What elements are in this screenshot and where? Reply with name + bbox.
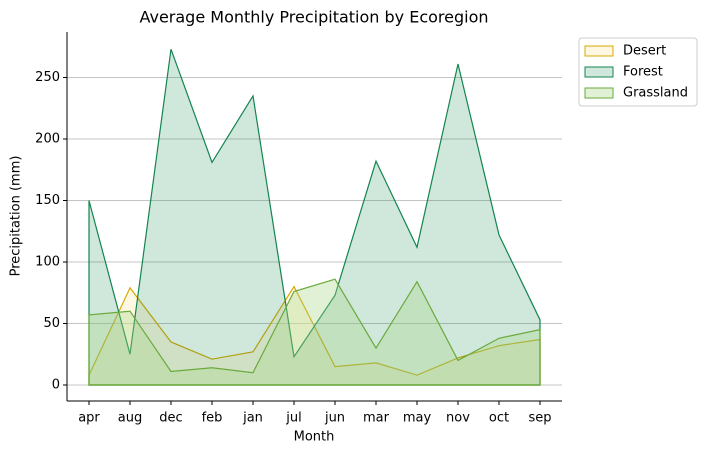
y-tick-label: 150 <box>35 193 60 208</box>
legend-box <box>578 37 698 107</box>
x-axis-label: Month <box>294 430 335 445</box>
x-tick-label: jul <box>285 411 301 426</box>
y-axis-label: Precipitation (mm) <box>9 156 24 277</box>
x-tick-label: aug <box>118 411 142 426</box>
legend-swatch <box>584 87 614 99</box>
y-tick-label: 200 <box>35 132 60 147</box>
chart-title: Average Monthly Precipitation by Ecoregi… <box>139 8 488 27</box>
y-tick-label: 50 <box>43 316 60 331</box>
x-tick-label: oct <box>489 411 509 426</box>
legend-label: Desert <box>623 44 666 59</box>
area <box>88 285 541 386</box>
x-tick-label: dec <box>159 411 182 426</box>
x-tick-label: feb <box>202 411 223 426</box>
x-tick-label: mar <box>363 411 390 426</box>
x-tick-label: sep <box>528 411 551 426</box>
legend-swatch <box>584 45 614 57</box>
x-tick-label: jun <box>324 411 345 426</box>
legend-label: Grassland <box>623 86 688 101</box>
y-tick-label: 250 <box>35 70 60 85</box>
x-tick-label: apr <box>78 411 100 426</box>
x-tick-label: jan <box>242 411 263 426</box>
x-tick-label: nov <box>446 411 470 426</box>
legend-label: Forest <box>623 65 663 80</box>
x-tick-label: may <box>403 411 432 426</box>
y-tick-label: 0 <box>52 378 60 393</box>
y-tick-label: 100 <box>35 255 60 270</box>
area <box>88 278 541 386</box>
legend-swatch <box>584 66 614 78</box>
